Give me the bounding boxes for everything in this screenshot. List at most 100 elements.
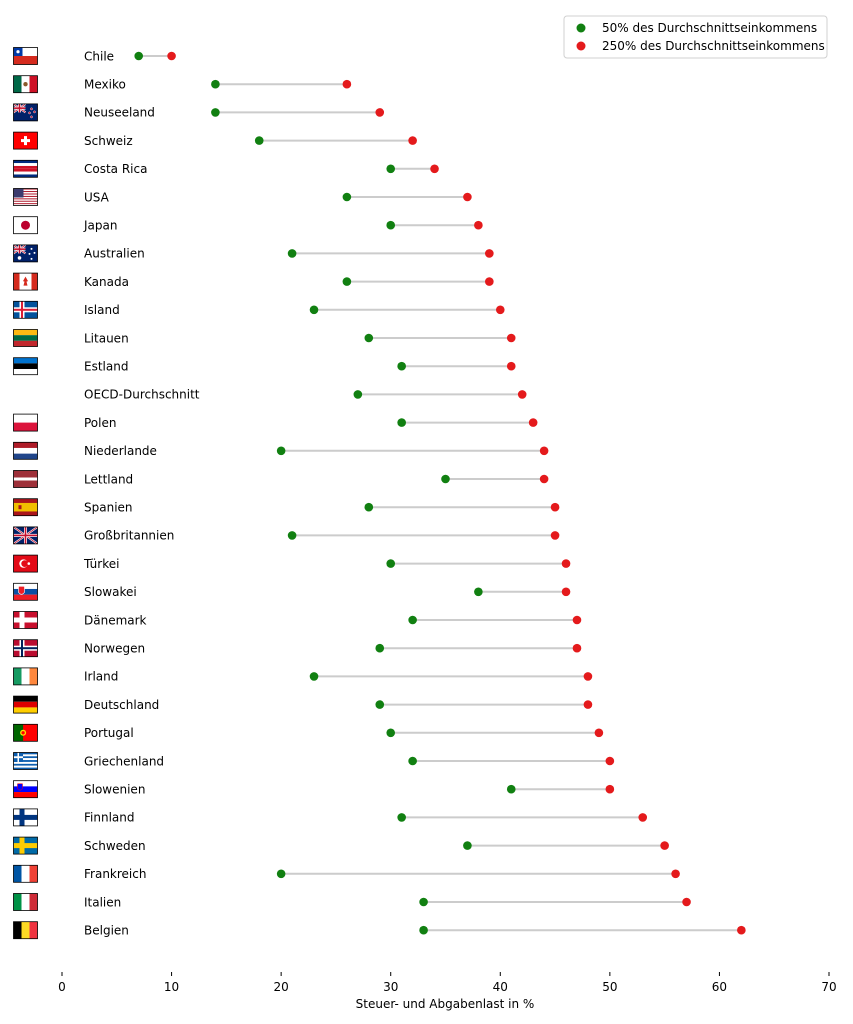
country-row: Kanada (13, 272, 494, 291)
country-label: Griechenland (84, 754, 164, 768)
country-row: Schweden (13, 836, 669, 855)
ireland-flag-icon (13, 667, 38, 686)
low-income-point (364, 333, 374, 343)
low-income-point (309, 305, 319, 315)
country-label: Frankreich (84, 867, 146, 881)
country-label: Türkei (83, 557, 119, 571)
low-income-point (342, 192, 352, 202)
norway-flag-icon (13, 639, 38, 658)
high-income-point (474, 220, 483, 230)
high-income-point (638, 813, 648, 822)
x-tick-label: 30 (383, 980, 398, 994)
country-label: OECD-Durchschnitt (84, 388, 200, 402)
low-income-point (309, 672, 319, 681)
country-row: OECD-Durchschnitt (84, 388, 527, 402)
high-income-point (561, 559, 571, 568)
low-income-point (254, 136, 264, 145)
country-label: Deutschland (84, 698, 159, 712)
low-income-point (364, 502, 374, 512)
high-income-point (485, 277, 494, 286)
country-row: Norwegen (13, 639, 582, 658)
country-label: Australien (84, 247, 145, 261)
low-income-point (419, 897, 428, 907)
country-label: Chile (84, 49, 114, 63)
low-income-point (506, 784, 516, 794)
country-label: Niederlande (84, 444, 157, 458)
high-income-point (495, 305, 505, 315)
country-row: Slowenien (13, 780, 615, 799)
canada-flag-icon (13, 272, 38, 291)
country-row: Niederlande (13, 441, 549, 460)
low-income-point (419, 925, 428, 935)
country-row: Portugal (13, 723, 604, 742)
chart-rows: Chile Mexiko Neuseeland Schweiz Costa Rica US… (12, 47, 746, 940)
uk-flag-icon (12, 526, 39, 545)
france-flag-icon (13, 864, 38, 883)
country-label: Polen (84, 416, 116, 430)
legend-label-low: 50% des Durchschnittseinkommens (602, 21, 817, 35)
country-label: Neuseeland (84, 106, 155, 120)
high-income-point (660, 841, 669, 850)
x-tick-label: 20 (274, 980, 289, 994)
country-label: Kanada (84, 275, 129, 289)
belgium-flag-icon (13, 921, 38, 940)
low-income-point (408, 756, 417, 766)
country-row: Litauen (13, 329, 516, 347)
low-income-point (342, 277, 352, 286)
legend-box (563, 15, 828, 59)
country-row: USA (13, 188, 472, 206)
legend: 50% des Durchschnittseinkommens 250% des… (563, 15, 828, 59)
country-row: Polen (13, 413, 538, 432)
latvia-flag-icon (13, 470, 38, 488)
high-income-point (485, 249, 494, 258)
country-label: Japan (83, 219, 117, 233)
italy-flag-icon (13, 893, 38, 911)
low-income-point (386, 220, 396, 230)
high-income-point (506, 333, 516, 343)
slovakia-flag-icon (13, 582, 38, 601)
country-row: Deutschland (13, 695, 593, 714)
high-income-point (605, 784, 615, 794)
finland-flag-icon (13, 808, 38, 827)
low-income-point (211, 79, 220, 89)
high-income-point (167, 51, 176, 61)
country-row: Costa Rica (13, 159, 439, 178)
country-row: Spanien (13, 498, 560, 517)
high-income-point (583, 672, 593, 681)
low-income-point (353, 390, 363, 399)
country-row: Türkei (13, 554, 571, 573)
low-income-point (408, 615, 417, 625)
spain-flag-icon (13, 498, 38, 517)
low-income-point (386, 728, 396, 738)
country-row: Frankreich (13, 864, 680, 883)
country-label: Italien (84, 895, 121, 909)
country-label: Spanien (84, 501, 133, 515)
high-income-point (517, 390, 527, 399)
country-label: Costa Rica (84, 162, 147, 176)
country-row: Island (13, 300, 505, 319)
country-label: Estland (84, 360, 128, 374)
netherlands-flag-icon (13, 441, 38, 460)
high-income-point (594, 728, 604, 738)
country-row: Estland (13, 357, 516, 376)
iceland-flag-icon (13, 300, 38, 319)
high-income-point (430, 164, 439, 174)
new-zealand-flag-icon (12, 103, 38, 122)
low-income-point (276, 446, 286, 456)
low-income-point (287, 531, 297, 540)
country-label: Großbritannien (84, 529, 174, 543)
low-income-point (386, 559, 396, 568)
greece-flag-icon (13, 752, 38, 770)
country-label: Mexiko (84, 78, 126, 92)
country-row: Lettland (13, 470, 549, 488)
x-tick-label: 70 (821, 980, 836, 994)
high-income-point (528, 418, 538, 427)
high-income-point (682, 897, 691, 907)
country-label: Schweden (84, 839, 146, 853)
switzerland-flag-icon (13, 131, 38, 150)
country-label: Norwegen (84, 642, 145, 656)
chile-flag-icon (13, 47, 38, 65)
country-row: Italien (13, 893, 691, 911)
country-row: Dänemark (13, 611, 582, 629)
